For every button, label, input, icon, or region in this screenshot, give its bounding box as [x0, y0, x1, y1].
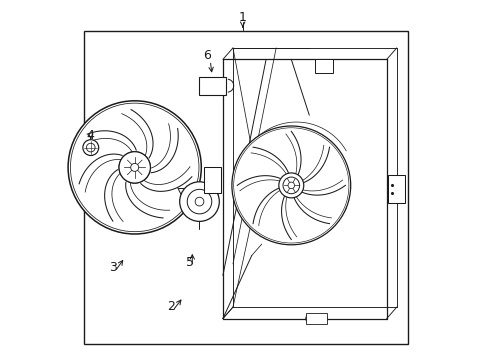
Circle shape [283, 177, 299, 194]
Polygon shape [199, 77, 225, 95]
Text: 1: 1 [238, 11, 246, 24]
Circle shape [278, 173, 303, 198]
Circle shape [86, 143, 95, 152]
Polygon shape [306, 313, 326, 324]
Circle shape [130, 163, 139, 171]
Circle shape [195, 197, 203, 206]
Circle shape [119, 152, 150, 183]
Circle shape [68, 101, 201, 234]
Bar [84, 31, 407, 344]
Text: 2: 2 [166, 300, 174, 313]
Circle shape [231, 126, 350, 245]
Text: 5: 5 [186, 256, 194, 269]
Polygon shape [387, 175, 404, 203]
Polygon shape [204, 167, 221, 193]
Polygon shape [314, 59, 332, 73]
Text: 4: 4 [86, 129, 94, 141]
Circle shape [179, 182, 219, 221]
Circle shape [119, 152, 150, 183]
Circle shape [287, 182, 294, 189]
Circle shape [187, 189, 211, 214]
Circle shape [82, 140, 99, 156]
Circle shape [123, 156, 145, 179]
Text: 3: 3 [109, 261, 117, 274]
Circle shape [233, 128, 348, 243]
Text: 6: 6 [203, 49, 210, 62]
Circle shape [70, 103, 199, 232]
